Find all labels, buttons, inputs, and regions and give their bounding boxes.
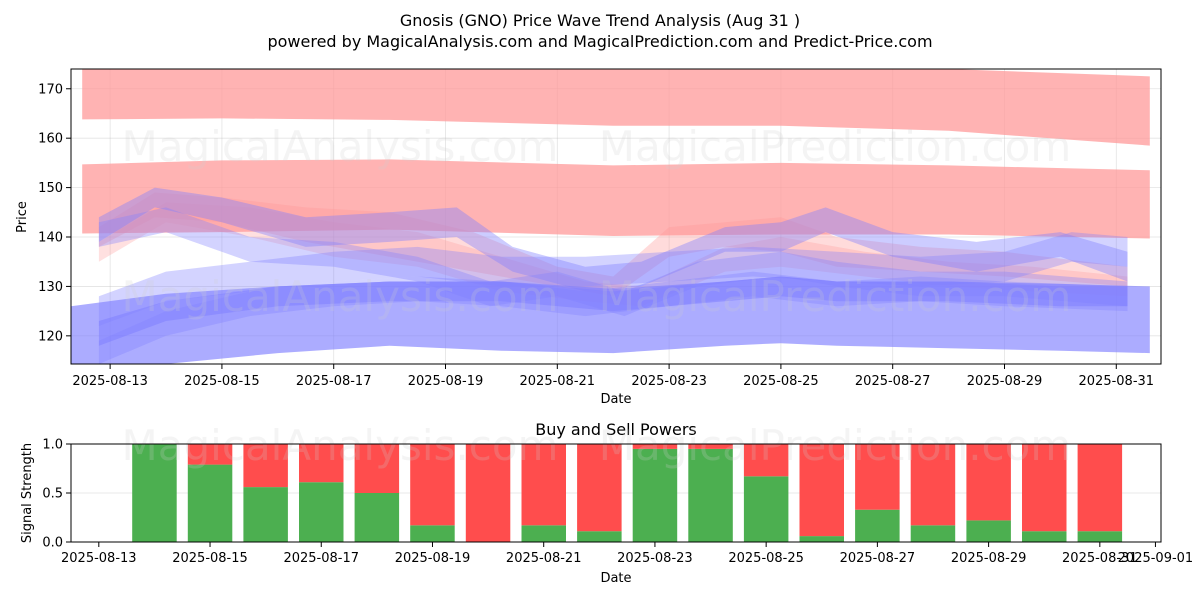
price-watermarks: MagicalAnalysis.com MagicalPrediction.co… <box>122 122 1072 321</box>
price-y-tick-label: 150 <box>38 181 63 196</box>
sell-bar <box>354 444 400 493</box>
sell-bar <box>910 444 956 526</box>
price-x-tick-label: 2025-08-17 <box>296 374 372 389</box>
buy-bar <box>132 444 177 542</box>
buy-bar <box>577 531 622 542</box>
wave-blue-c <box>98 232 1128 326</box>
price-bands <box>71 69 1150 364</box>
sell-bar <box>187 444 233 465</box>
bars-y-tick-label: 1.0 <box>42 438 63 453</box>
sell-bar <box>465 444 511 542</box>
bars-y-tick-label: 0.5 <box>42 487 63 502</box>
price-x-label: Date <box>600 392 631 407</box>
bars-x-tick-label: 2025-08-29 <box>951 551 1027 566</box>
bars-x-tick-label: 2025-08-13 <box>61 551 137 566</box>
bars-x-label: Date <box>600 571 631 586</box>
bars-x-tick-label: 2025-08-15 <box>172 551 248 566</box>
wave-red-1 <box>98 192 1128 297</box>
price-y-tick-label: 120 <box>38 329 63 344</box>
watermark-analysis-bottom: MagicalAnalysis.com <box>122 421 559 470</box>
buy-bar <box>1077 531 1123 542</box>
bars-y-tick-label: 0.0 <box>42 536 63 551</box>
bars-x-tick-label: 2025-08-23 <box>617 551 693 566</box>
buy-bar <box>632 448 678 542</box>
price-x-ticks: 2025-08-13 2025-08-15 2025-08-17 2025-08-19… <box>72 364 1154 389</box>
buy-bar <box>521 525 566 542</box>
bars-watermarks: MagicalAnalysis.com MagicalPrediction.co… <box>122 421 1072 470</box>
price-y-label: Price <box>15 201 30 233</box>
buy-bar <box>688 448 733 542</box>
buy-bar <box>299 482 344 542</box>
buy-bar <box>1022 531 1067 542</box>
buy-bar <box>354 493 400 542</box>
buy-bar <box>243 487 288 542</box>
sell-bar <box>799 444 844 537</box>
red-lower-band <box>82 159 1150 239</box>
price-wave-panel: MagicalAnalysis.com MagicalPrediction.co… <box>15 68 1162 407</box>
sell-bar <box>521 444 566 526</box>
bars-x-tick-label: 2025-08-31 <box>1062 551 1138 566</box>
sell-bar <box>855 444 900 510</box>
buy-bar <box>799 536 844 542</box>
buy-bar <box>910 525 956 542</box>
price-plot-frame <box>70 68 1162 365</box>
chart-subtitle: powered by MagicalAnalysis.com and Magic… <box>267 32 932 51</box>
watermark-prediction-mid: MagicalPrediction.com <box>599 272 1072 321</box>
buy-sell-panel: Buy and Sell Powers MagicalAnalysis.com … <box>20 420 1193 586</box>
bars-x-tick-label: 2025-08-19 <box>395 551 471 566</box>
red-upper-band <box>82 69 1150 146</box>
sell-bar <box>577 444 622 532</box>
buy-sell-bars <box>132 444 1123 542</box>
price-x-tick-label: 2025-08-31 <box>1079 374 1155 389</box>
price-x-tick-label: 2025-08-23 <box>631 374 707 389</box>
price-y-tick-label: 140 <box>38 231 63 246</box>
price-x-tick-label: 2025-08-13 <box>72 374 148 389</box>
watermark-prediction-bottom: MagicalPrediction.com <box>599 421 1072 470</box>
chart-title: Gnosis (GNO) Price Wave Trend Analysis (… <box>400 11 800 30</box>
bars-x-tick-label: 2025-09-01 <box>1118 551 1194 566</box>
wave-red-2 <box>98 202 1128 307</box>
wave-blue-a <box>98 187 1128 292</box>
sell-bar <box>688 444 733 449</box>
price-y-tick-label: 160 <box>38 132 63 147</box>
price-x-tick-label: 2025-08-29 <box>967 374 1043 389</box>
buy-bar <box>743 476 789 542</box>
bars-x-tick-label: 2025-08-25 <box>728 551 804 566</box>
bars-x-tick-label: 2025-08-27 <box>840 551 916 566</box>
buy-bar <box>966 520 1011 542</box>
price-y-tick-label: 170 <box>38 82 63 97</box>
sell-bar <box>1022 444 1067 532</box>
sell-bar <box>966 444 1011 521</box>
buy-bar <box>187 464 233 542</box>
bars-x-ticks: 2025-08-13 2025-08-15 2025-08-17 2025-08-19… <box>61 542 1193 566</box>
sell-bar <box>743 444 789 477</box>
bars-y-label: Signal Strength <box>20 443 35 543</box>
buy-bar <box>855 509 900 542</box>
blue-mid-band <box>98 276 1128 346</box>
sell-bar <box>410 444 455 526</box>
watermark-analysis-mid: MagicalAnalysis.com <box>122 272 559 321</box>
price-x-tick-label: 2025-08-15 <box>184 374 260 389</box>
price-y-tick-label: 130 <box>38 280 63 295</box>
price-x-tick-label: 2025-08-25 <box>743 374 819 389</box>
sell-bar <box>1077 444 1123 532</box>
bars-y-ticks: 0.0 0.5 1.0 <box>42 438 71 551</box>
price-x-tick-label: 2025-08-27 <box>855 374 931 389</box>
sell-bar <box>632 444 678 449</box>
bars-x-tick-label: 2025-08-21 <box>506 551 582 566</box>
watermark-prediction-top: MagicalPrediction.com <box>599 122 1072 171</box>
bottom-chart-title: Buy and Sell Powers <box>535 420 697 439</box>
bars-x-tick-label: 2025-08-17 <box>283 551 359 566</box>
price-y-ticks: 120 130 140 150 160 170 <box>38 82 71 344</box>
price-x-tick-label: 2025-08-19 <box>408 374 484 389</box>
watermark-analysis-top: MagicalAnalysis.com <box>122 122 559 171</box>
sell-bar <box>243 444 288 488</box>
price-x-tick-label: 2025-08-21 <box>520 374 596 389</box>
buy-bar <box>410 525 455 542</box>
sell-bar <box>299 444 344 483</box>
